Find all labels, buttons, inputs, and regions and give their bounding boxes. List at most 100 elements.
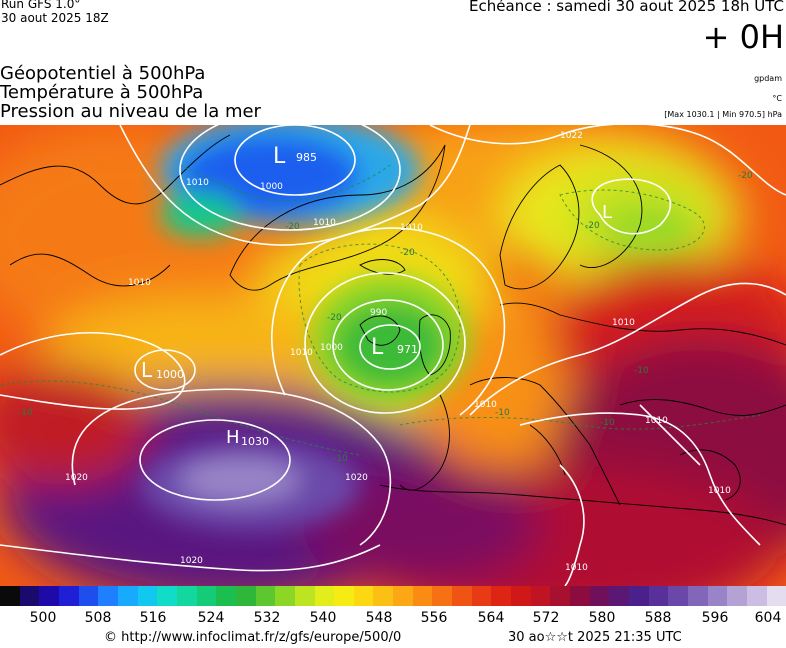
isobar-label: 1010 <box>186 178 209 188</box>
isobar-label: 1020 <box>345 473 368 483</box>
low-center-value: 1000 <box>156 368 184 381</box>
isobar-label: 1010 <box>400 223 423 233</box>
isobar-label: 1010 <box>708 486 731 496</box>
colorbar-swatch <box>78 586 99 606</box>
isobar-label: 1010 <box>128 278 151 288</box>
pressure-range: [Max 1030.1 | Min 970.5] hPa <box>664 110 782 119</box>
colorbar-swatch <box>530 586 551 606</box>
coastlines <box>0 134 786 526</box>
colorbar-swatch <box>98 586 118 606</box>
colorbar-swatch <box>452 586 472 606</box>
isobar-label: 1020 <box>180 556 203 566</box>
colorbar-tick: 500 <box>29 610 57 626</box>
colorbar-swatch <box>668 586 688 606</box>
temperature-labels: -20 -20 -20 -20 -20 -10 -10 -10 -10 -10 <box>18 171 753 464</box>
colorbar-swatch <box>687 586 708 606</box>
colorbar-swatch <box>373 586 394 606</box>
low-center-marker: L <box>602 202 612 223</box>
isotherms <box>0 164 761 456</box>
colorbar-tick: 564 <box>477 610 505 626</box>
low-center-marker: L <box>371 335 384 360</box>
source-url: © http://www.infoclimat.fr/z/gfs/europe/… <box>104 630 402 645</box>
field-geopotential: Géopotentiel à 500hPa <box>0 63 206 84</box>
colorbar-swatch <box>353 586 374 606</box>
high-center-marker: H <box>226 427 240 448</box>
colorbar-swatch <box>393 586 413 606</box>
low-center-marker: L <box>141 358 153 382</box>
high-center-value: 1030 <box>241 435 269 448</box>
colorbar-swatch <box>275 586 295 606</box>
colorbar-swatch <box>235 586 256 606</box>
colorbar-tick: 604 <box>754 610 782 626</box>
isobars <box>0 125 786 586</box>
colorbar-tick: 588 <box>644 610 672 626</box>
colorbar-tick: 596 <box>701 610 729 626</box>
colorbar-swatch <box>727 586 747 606</box>
colorbar-swatch <box>550 586 571 606</box>
isobar-label: 1000 <box>260 182 283 192</box>
low-center-marker: L <box>273 144 286 169</box>
isobar-labels: 1010 1000 1010 1010 990 1000 1010 1010 1… <box>65 131 731 573</box>
colorbar-tick: 572 <box>532 610 560 626</box>
colorbar-tick: 516 <box>139 610 167 626</box>
temperature-label: -10 <box>18 408 33 418</box>
unit-temperature: °C <box>772 94 782 103</box>
colorbar-swatch <box>412 586 433 606</box>
isobar-label: 1010 <box>313 218 336 228</box>
colorbar-tick: 532 <box>253 610 281 626</box>
colorbar-tick: 540 <box>309 610 337 626</box>
colorbar-swatch <box>314 586 335 606</box>
colorbar-swatch <box>570 586 590 606</box>
pressure-centers: L 985 L 971 L 1000 H 1030 L <box>141 144 612 448</box>
colorbar-swatch <box>511 586 531 606</box>
field-temperature: Température à 500hPa <box>0 82 204 103</box>
colorbar-swatch <box>39 586 59 606</box>
colorbar-swatch <box>0 586 20 606</box>
temperature-label: -10 <box>333 454 348 464</box>
isobar-label: 1010 <box>290 348 313 358</box>
colorbar-swatch <box>589 586 610 606</box>
isobar-label: 990 <box>370 308 387 318</box>
colorbar-swatch <box>58 586 79 606</box>
colorbar-swatch <box>176 586 197 606</box>
colorbar <box>0 586 786 606</box>
temperature-label: -10 <box>634 366 649 376</box>
temperature-label: -10 <box>600 418 615 428</box>
temperature-label: -20 <box>738 171 753 181</box>
colorbar-swatch <box>707 586 728 606</box>
isobar-label: 1020 <box>65 473 88 483</box>
colorbar-swatch <box>334 586 354 606</box>
colorbar-swatch <box>746 586 767 606</box>
temperature-label: -10 <box>495 408 510 418</box>
field-pressure: Pression au niveau de la mer <box>0 101 261 122</box>
colorbar-tick: 524 <box>197 610 225 626</box>
colorbar-swatch <box>491 586 512 606</box>
colorbar-swatch <box>471 586 492 606</box>
colorbar-swatch <box>609 586 629 606</box>
colorbar-swatch <box>157 586 177 606</box>
colorbar-tick: 548 <box>365 610 393 626</box>
low-center-value: 971 <box>397 343 418 356</box>
forecast-time: Echéance : samedi 30 aout 2025 18h UTC <box>469 0 784 15</box>
temperature-label: -20 <box>585 221 600 231</box>
lead-time: + 0H <box>702 18 784 56</box>
isobar-label: 1010 <box>645 416 668 426</box>
colorbar-swatch <box>294 586 315 606</box>
colorbar-swatch <box>137 586 158 606</box>
isobar-label: 1000 <box>320 343 343 353</box>
low-center-value: 985 <box>296 151 317 164</box>
colorbar-swatch <box>766 586 786 606</box>
unit-geopotential: gpdam <box>754 74 782 83</box>
temperature-label: -20 <box>400 248 415 258</box>
colorbar-swatch <box>216 586 236 606</box>
colorbar-swatch <box>432 586 453 606</box>
colorbar-tick: 508 <box>84 610 112 626</box>
colorbar-swatch <box>196 586 217 606</box>
colorbar-swatch <box>629 586 649 606</box>
colorbar-swatch <box>648 586 669 606</box>
isobar-label: 1022 <box>560 131 583 141</box>
temperature-label: -20 <box>327 313 342 323</box>
isobar-label: 1010 <box>474 400 497 410</box>
weather-map: 1010 1000 1010 1010 990 1000 1010 1010 1… <box>0 125 786 586</box>
isobar-label: 1010 <box>565 563 588 573</box>
